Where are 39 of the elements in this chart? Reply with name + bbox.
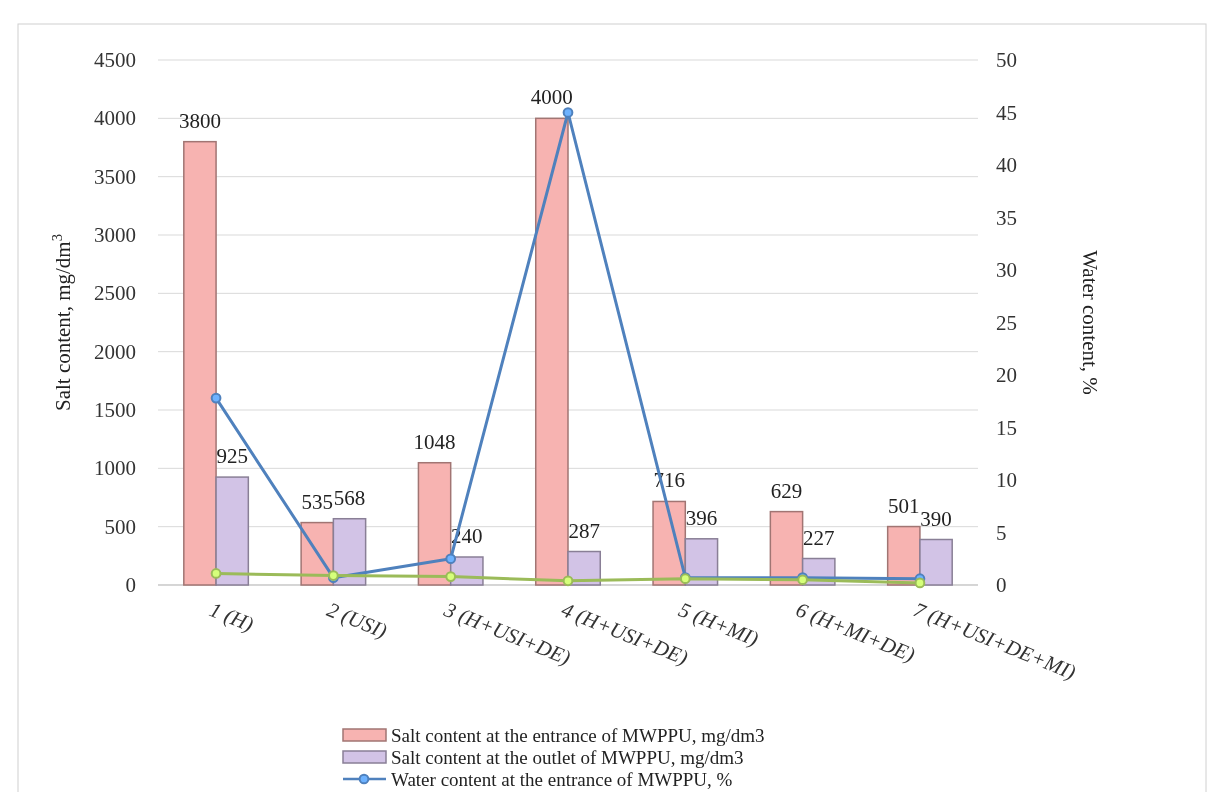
y2-tick-label: 50	[996, 48, 1017, 72]
y2-axis-title: Water content, %	[1078, 250, 1102, 395]
legend-label: Salt content at the entrance of MWPPU, mg/dm3	[391, 725, 765, 746]
y-tick-label: 4000	[94, 106, 136, 131]
legend-label: Salt content at the outlet of MWPPU, mg/dm3	[391, 747, 744, 768]
data-label: 4000	[530, 85, 573, 110]
data-label: 287	[568, 518, 600, 543]
x-tick-label: 1 (H)	[206, 597, 257, 637]
data-label: 227	[803, 525, 835, 550]
y2-tick-label: 30	[996, 258, 1017, 282]
data-label: 501	[888, 493, 920, 518]
y2-tick-label: 40	[996, 153, 1017, 177]
data-label: 396	[685, 505, 718, 530]
y2-tick-label: 20	[996, 363, 1017, 387]
y2-tick-label: 45	[996, 100, 1017, 125]
data-label: 925	[216, 444, 248, 469]
y-tick-label: 500	[104, 514, 136, 539]
data-label: 390	[920, 506, 952, 531]
y2-tick-label: 15	[996, 415, 1017, 440]
y-tick-label: 2000	[94, 339, 136, 364]
y2-tick-label: 10	[996, 468, 1017, 492]
y2-tick-label: 0	[996, 573, 1007, 597]
y2-tick-label: 5	[996, 520, 1007, 545]
y-tick-label: 3000	[94, 223, 136, 247]
data-label: 568	[333, 485, 366, 510]
y-tick-label: 1500	[94, 398, 136, 422]
data-label: 3800	[178, 108, 221, 133]
y-tick-label: 0	[125, 573, 136, 597]
legend-label: Water content at the entrance of MWPPU, %	[391, 769, 733, 790]
y2-tick-label: 25	[996, 310, 1017, 335]
y-tick-label: 4500	[94, 48, 136, 72]
data-label: 1048	[413, 429, 456, 454]
y-tick-label: 2500	[94, 281, 136, 306]
y-tick-label: 1000	[94, 456, 136, 481]
data-label: 535	[301, 489, 333, 514]
x-tick-label: 2 (USI)	[323, 597, 391, 644]
y2-tick-label: 35	[996, 205, 1017, 230]
y-tick-label: 3500	[94, 164, 136, 189]
data-label: 629	[770, 478, 803, 503]
